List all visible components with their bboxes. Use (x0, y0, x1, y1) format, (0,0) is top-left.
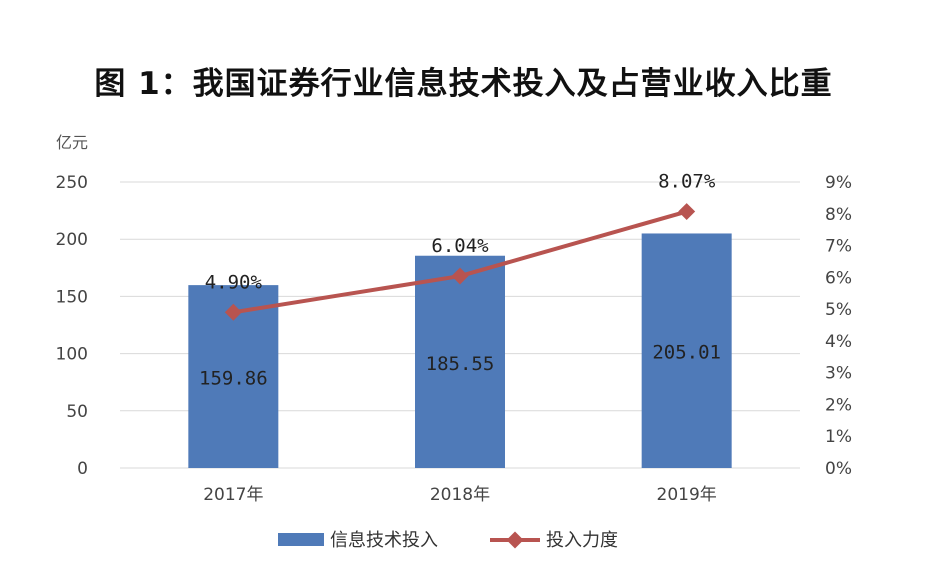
right-tick-label: 6% (825, 268, 852, 288)
line-series (224, 203, 696, 321)
legend-bar-label: 信息技术投入 (330, 530, 438, 551)
right-tick-label: 4% (825, 332, 852, 352)
left-tick-label: 150 (56, 287, 88, 307)
x-tick-label: 2018年 (430, 485, 490, 505)
line-point (224, 303, 242, 321)
chart-title: 图 1：我国证券行业信息技术投入及占营业收入比重 (94, 66, 833, 102)
bar-value-label: 159.86 (199, 368, 268, 390)
line-value-label: 8.07% (658, 171, 716, 193)
bar-value-label: 185.55 (426, 353, 495, 375)
right-tick-label: 5% (825, 300, 852, 320)
bar (641, 233, 732, 468)
line-value-label: 6.04% (431, 235, 489, 257)
legend: 信息技术投入 投入力度 (278, 530, 618, 551)
left-tick-label: 200 (56, 230, 88, 250)
line-point (451, 267, 469, 285)
x-tick-label: 2019年 (657, 485, 717, 505)
right-tick-label: 2% (825, 395, 852, 415)
right-tick-label: 1% (825, 427, 852, 447)
right-tick-label: 0% (825, 459, 852, 479)
right-tick-label: 3% (825, 364, 852, 384)
bar-value-label: 205.01 (652, 342, 721, 364)
left-axis-unit: 亿元 (56, 133, 88, 152)
data-labels: 159.86 185.55 205.01 4.90% 6.04% 8.07% (199, 171, 721, 390)
right-tick-label: 8% (825, 205, 852, 225)
line-point (678, 203, 696, 221)
right-tick-label: 9% (825, 173, 852, 193)
x-tick-label: 2017年 (203, 485, 263, 505)
left-tick-label: 250 (56, 173, 88, 193)
left-tick-label: 0 (77, 459, 88, 479)
right-tick-label: 7% (825, 237, 852, 257)
line-value-label: 4.90% (205, 271, 263, 293)
right-axis: 0% 1% 2% 3% 4% 5% 6% 7% 8% 9% (825, 173, 852, 479)
bar (415, 255, 505, 468)
left-tick-label: 100 (56, 345, 88, 365)
legend-line-label: 投入力度 (546, 530, 618, 551)
legend-bar-swatch (278, 533, 324, 546)
left-tick-label: 50 (66, 402, 88, 422)
legend-line-marker (506, 531, 524, 549)
x-axis: 2017年 2018年 2019年 (203, 485, 717, 505)
left-axis: 0 50 100 150 200 250 亿元 (56, 133, 88, 479)
